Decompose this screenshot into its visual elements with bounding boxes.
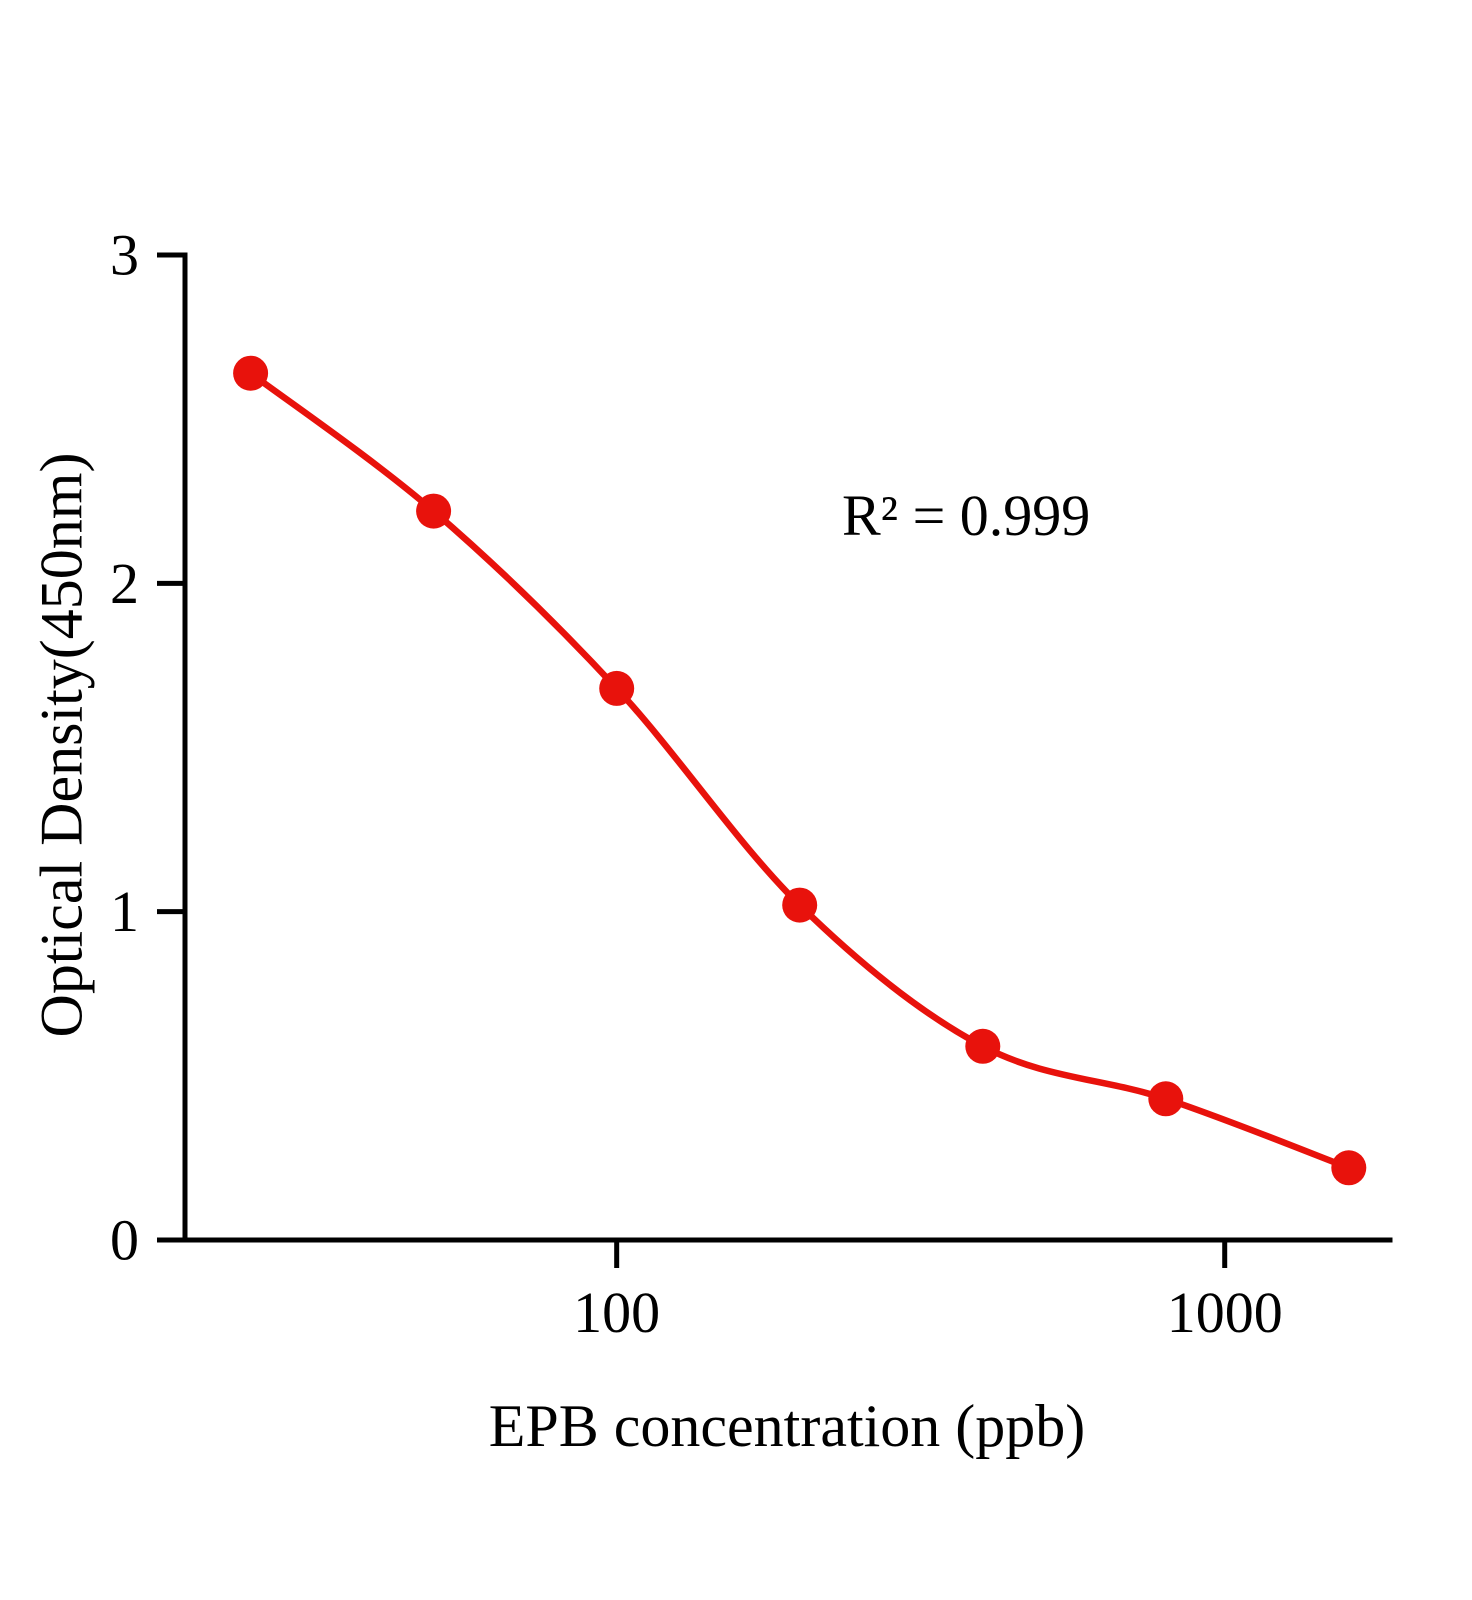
y-tick-label: 3	[110, 223, 139, 288]
data-point	[416, 493, 452, 529]
fit-curve	[248, 370, 1350, 1171]
data-point	[1148, 1081, 1184, 1117]
data-point	[599, 670, 635, 706]
data-point	[782, 887, 818, 923]
data-point	[233, 355, 269, 391]
r-squared-annotation: R² = 0.999	[842, 483, 1091, 548]
data-point	[1331, 1150, 1367, 1186]
y-axis-title: Optical Density(450nm)	[28, 452, 95, 1038]
y-tick-label: 2	[110, 551, 139, 616]
data-point	[965, 1028, 1001, 1064]
y-tick-label: 1	[110, 879, 139, 944]
x-axis-title: EPB concentration (ppb)	[488, 1393, 1086, 1459]
x-tick-label: 100	[573, 1280, 660, 1345]
x-tick-label: 1000	[1167, 1280, 1283, 1345]
y-tick-label: 0	[110, 1208, 139, 1273]
